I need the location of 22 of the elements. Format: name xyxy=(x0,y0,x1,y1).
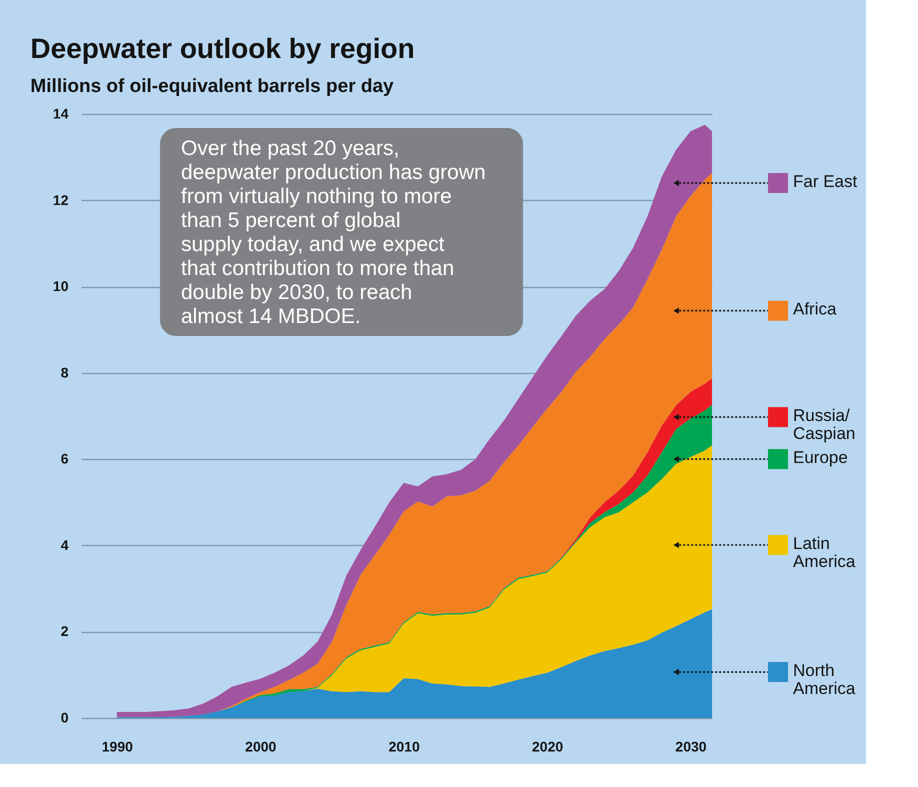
x-tick-label: 2010 xyxy=(388,738,420,754)
y-tick-label: 14 xyxy=(52,106,69,122)
chart-subtitle: Millions of oil-equivalent barrels per day xyxy=(30,76,394,97)
x-tick-label: 2000 xyxy=(245,738,277,754)
legend-label: Africa xyxy=(793,300,837,319)
annotation: Over the past 20 years, deepwater production has grown from virtually nothing to more than 5 percent of global supply today, and we expect that contribution to more than double by 2030, to reach almost 14 MBDOE. xyxy=(181,137,486,328)
legend-label: Europe xyxy=(793,448,848,468)
y-tick-label: 12 xyxy=(52,192,69,208)
y-tick-label: 4 xyxy=(60,536,69,553)
chart-title: Deepwater outlook by region xyxy=(30,33,415,64)
y-tick-label: 6 xyxy=(60,450,69,467)
legend-label: Latin America xyxy=(793,534,856,571)
x-tick-label: 1990 xyxy=(102,738,134,754)
legend-label: Russia/Caspian xyxy=(793,406,856,444)
y-tick-label: 8 xyxy=(60,364,69,380)
y-tick-label: 0 xyxy=(60,710,69,726)
legend-label: Far East xyxy=(793,172,858,192)
x-tick-label: 2020 xyxy=(532,738,564,754)
y-tick-label: 10 xyxy=(52,278,69,294)
legend-label: North America xyxy=(793,661,856,698)
x-tick-label: 2030 xyxy=(675,738,707,754)
y-tick-label: 2 xyxy=(60,623,69,640)
